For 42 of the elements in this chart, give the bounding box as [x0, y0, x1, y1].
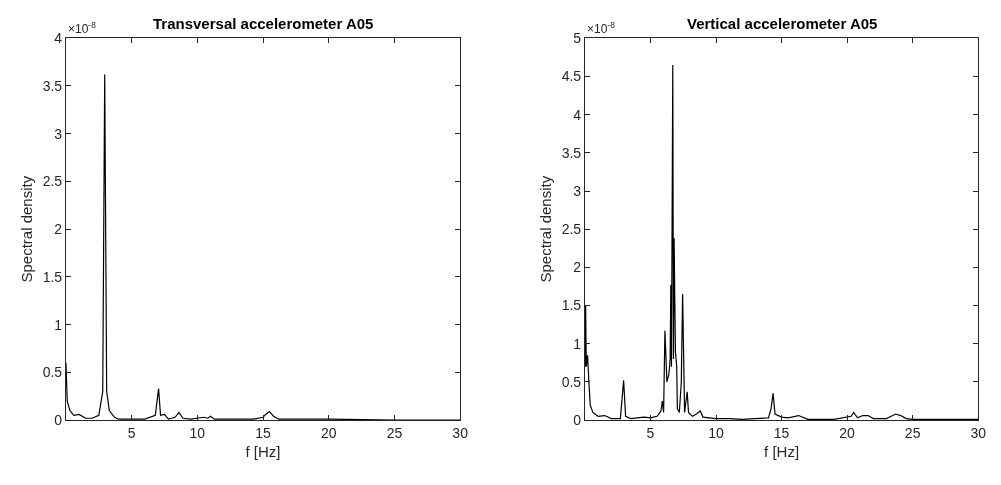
- x-tick-label: 25: [386, 424, 403, 441]
- y-tick-label: 2: [573, 259, 582, 276]
- y-tick-label: 3: [573, 182, 582, 199]
- y-tick-label: 2.5: [42, 173, 63, 190]
- chart-title: Transversal accelerometer A05: [153, 15, 374, 32]
- y-tick-label: 0.5: [42, 364, 63, 381]
- text: ×10$^{-8}$: [68, 20, 97, 37]
- x-tick-label: 30: [970, 424, 987, 441]
- line-series: [584, 64, 979, 420]
- y-tick-label: 3.5: [561, 144, 582, 161]
- text: ×10$^{-8}$: [587, 20, 616, 37]
- x-tick-label: 5: [646, 424, 655, 441]
- y-tick-label: 4: [54, 30, 63, 47]
- x-axis-title: f [Hz]: [764, 442, 800, 460]
- x-tick-label: 15: [773, 424, 790, 441]
- x-tick-label: 25: [904, 424, 921, 441]
- y-tick-label: 4.5: [561, 68, 582, 85]
- x-tick-label: 10: [708, 424, 725, 441]
- x-tick-label: 10: [189, 424, 206, 441]
- y-tick-label: 2: [54, 221, 63, 238]
- y-tick-label: 0: [54, 412, 63, 429]
- x-axis-title: f [Hz]: [245, 442, 281, 460]
- x-tick-label: 5: [127, 424, 136, 441]
- y-tick-label: 0: [573, 412, 582, 429]
- y-tick-label: 3: [54, 125, 63, 142]
- y-tick-label: 4: [573, 106, 582, 123]
- y-tick-label: 1: [573, 335, 582, 352]
- y-tick-label: 1.5: [561, 297, 582, 314]
- y-tick-label: 2.5: [561, 221, 582, 238]
- x-tick-label: 20: [839, 424, 856, 441]
- chart-title: Vertical accelerometer A05: [687, 15, 878, 32]
- y-axis-title: Spectral density: [17, 175, 35, 283]
- line-series: [65, 73, 461, 421]
- y-tick-label: 1: [54, 316, 63, 333]
- x-tick-label: 20: [320, 424, 337, 441]
- y-axis-title: Spectral density: [536, 175, 554, 283]
- x-tick-label: 30: [452, 424, 469, 441]
- y-tick-label: 1.5: [42, 268, 63, 285]
- y-tick-label: 5: [573, 30, 582, 47]
- y-tick-label: 3.5: [42, 77, 63, 94]
- x-tick-label: 15: [255, 424, 272, 441]
- y-tick-label: 0.5: [561, 373, 582, 390]
